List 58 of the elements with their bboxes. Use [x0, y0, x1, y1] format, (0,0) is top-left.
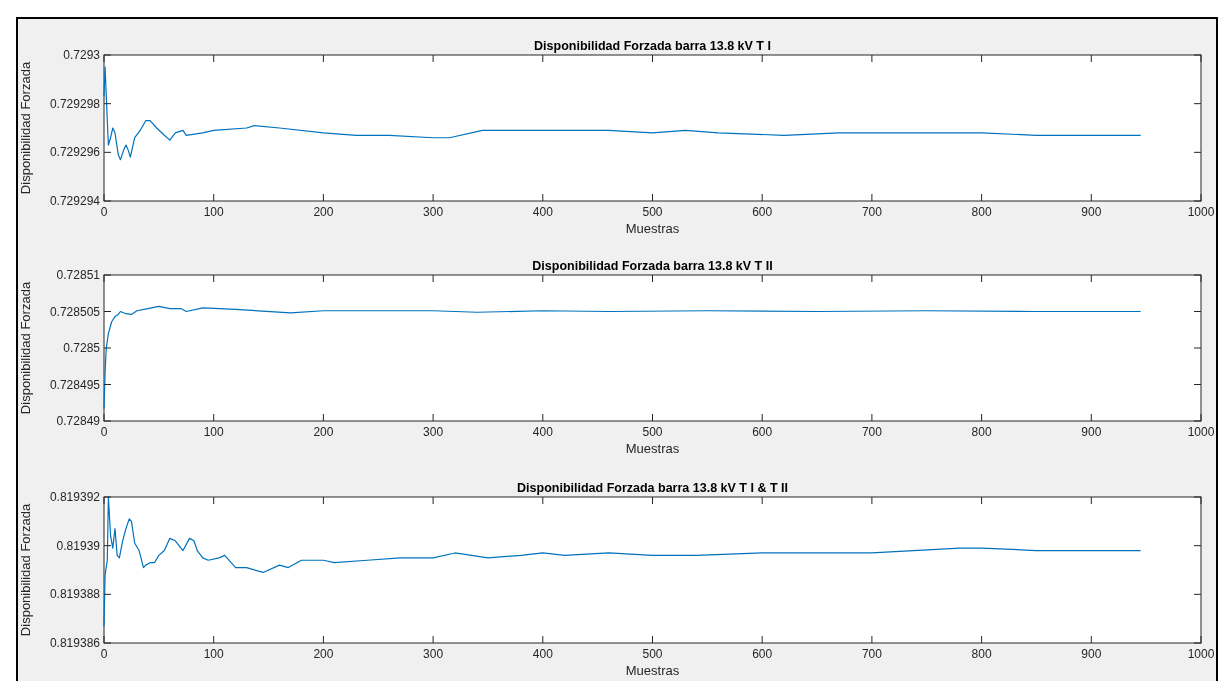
- chart-title: Disponibilidad Forzada barra 13.8 kV T II: [532, 259, 773, 273]
- y-tick-label: 0.7285: [63, 341, 101, 355]
- x-tick-label: 100: [203, 205, 225, 219]
- x-tick-label: 300: [423, 425, 444, 439]
- y-axis-title: Disponibilidad Forzada: [18, 61, 33, 195]
- x-tick-label: 1000: [1187, 205, 1215, 219]
- x-tick-label: 900: [1081, 647, 1102, 661]
- line-series: [103, 66, 1142, 161]
- x-tick-label: 100: [203, 425, 225, 439]
- y-tick-label: 0.72851: [56, 268, 101, 282]
- x-tick-label: 400: [532, 647, 554, 661]
- x-axis-title: Muestras: [625, 221, 680, 236]
- x-tick-label: 200: [313, 205, 334, 219]
- x-tick-label: 700: [861, 205, 883, 219]
- line-series: [103, 496, 1142, 627]
- y-tick-label: 0.81939: [56, 538, 101, 553]
- chart-title: Disponibilidad Forzada barra 13.8 kV T I: [534, 39, 771, 53]
- y-tick-label: 0.72849: [56, 414, 101, 428]
- x-tick-label: 0: [100, 205, 108, 219]
- x-tick-label: 0: [100, 425, 108, 439]
- x-tick-label: 200: [313, 647, 334, 661]
- line-series: [103, 305, 1142, 410]
- x-tick-label: 700: [861, 647, 883, 661]
- x-tick-label: 500: [642, 205, 663, 219]
- y-tick-label: 0.729296: [49, 145, 101, 160]
- x-axis-title: Muestras: [625, 663, 680, 678]
- y-tick-label: 0.819392: [49, 490, 101, 504]
- x-tick-label: 0: [100, 647, 108, 661]
- x-tick-label: 500: [642, 647, 663, 661]
- x-tick-label: 800: [971, 425, 992, 439]
- x-tick-label: 800: [971, 647, 992, 661]
- y-axis-title: Disponibilidad Forzada: [18, 281, 33, 415]
- x-tick-label: 600: [752, 647, 773, 661]
- y-tick-label: 0.729298: [49, 96, 101, 111]
- x-tick-label: 1000: [1187, 425, 1215, 439]
- y-tick-label: 0.728495: [49, 377, 101, 392]
- x-tick-label: 600: [752, 205, 773, 219]
- x-tick-label: 800: [971, 205, 992, 219]
- x-tick-label: 300: [423, 205, 444, 219]
- x-tick-label: 900: [1081, 205, 1102, 219]
- y-tick-label: 0.819388: [49, 587, 101, 602]
- x-tick-label: 100: [203, 647, 225, 661]
- x-tick-label: 700: [861, 425, 883, 439]
- x-tick-label: 900: [1081, 425, 1102, 439]
- x-tick-label: 1000: [1187, 647, 1215, 661]
- x-tick-label: 400: [532, 425, 554, 439]
- x-tick-label: 600: [752, 425, 773, 439]
- x-tick-label: 300: [423, 647, 444, 661]
- chart-title: Disponibilidad Forzada barra 13.8 kV T I & T II: [517, 481, 788, 495]
- y-axis-title: Disponibilidad Forzada: [18, 503, 33, 637]
- y-tick-label: 0.729294: [49, 194, 101, 208]
- x-tick-label: 400: [532, 205, 554, 219]
- y-tick-label: 0.728505: [49, 304, 101, 319]
- y-tick-label: 0.7293: [63, 48, 101, 62]
- x-axis-title: Muestras: [625, 441, 680, 456]
- x-tick-label: 500: [642, 425, 663, 439]
- y-tick-label: 0.819386: [49, 636, 101, 650]
- x-tick-label: 200: [313, 425, 334, 439]
